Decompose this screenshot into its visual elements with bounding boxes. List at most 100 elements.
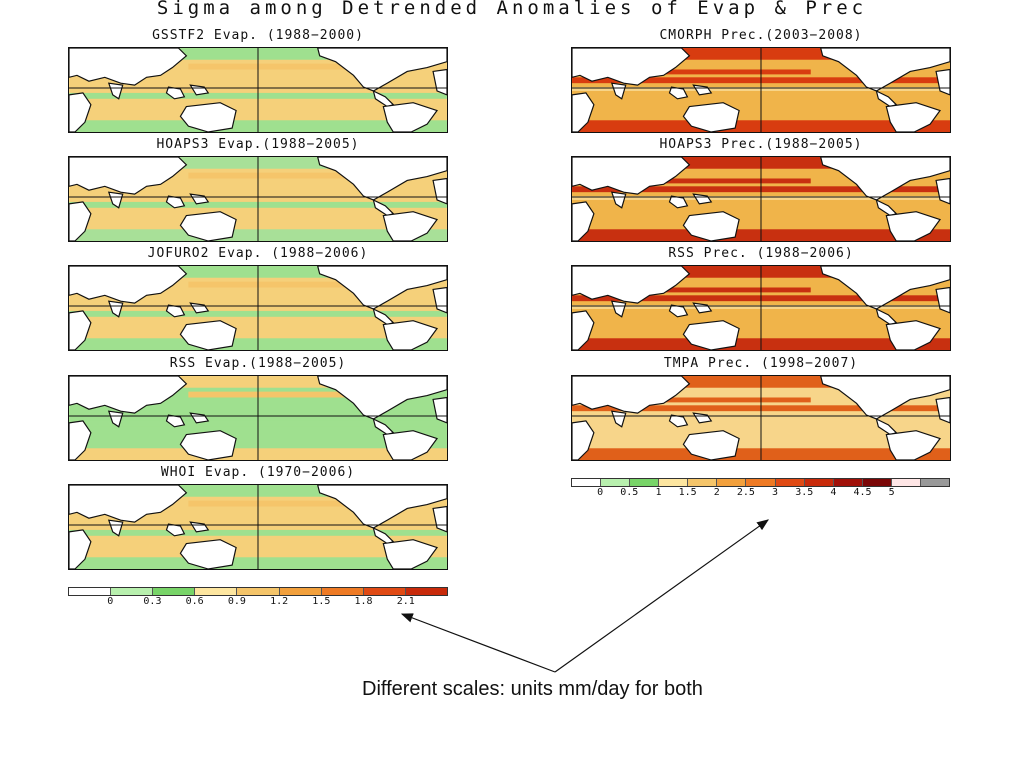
prec-panel-title: HOAPS3 Prec.(1988−2005)	[659, 137, 863, 152]
colorbar-swatch	[321, 588, 364, 595]
map-subtropical-band	[188, 391, 348, 398]
landmass	[820, 157, 950, 201]
evap-panel-map	[68, 265, 448, 351]
colorbar-swatch	[920, 479, 950, 486]
colorbar-swatch	[279, 588, 322, 595]
landmass	[610, 300, 627, 318]
colorbar-swatch	[746, 479, 776, 486]
landmass	[682, 320, 740, 350]
colorbar-swatch	[153, 588, 196, 595]
colorbar-tick-label: 1.2	[270, 596, 289, 607]
landmass	[317, 485, 447, 529]
arrow-to-evap-scale	[400, 613, 556, 673]
colorbar-swatch	[405, 588, 447, 595]
colorbar-swatch	[659, 479, 689, 486]
colorbar-swatch	[111, 588, 154, 595]
landmass	[165, 414, 186, 428]
landmass	[165, 523, 186, 537]
evap-map-canvas	[69, 376, 447, 460]
evap-panel-title: GSSTF2 Evap. (1988−2000)	[152, 28, 364, 43]
colorbar-swatch	[804, 479, 834, 486]
landmass	[179, 430, 237, 460]
landmass	[820, 376, 950, 420]
prec-panel-title: TMPA Prec. (1998−2007)	[663, 356, 859, 371]
landmass	[179, 211, 237, 241]
colorbar-swatch	[717, 479, 747, 486]
colorbar-swatch	[630, 479, 660, 486]
landmass	[885, 320, 942, 350]
landmass	[189, 193, 210, 205]
landmass	[692, 412, 713, 424]
landmass	[107, 191, 124, 209]
prec-panel-map	[571, 265, 951, 351]
landmass	[668, 414, 689, 428]
prec-panel-map	[571, 156, 951, 242]
landmass	[69, 376, 188, 414]
colorbar-swatch	[833, 479, 863, 486]
colorbar-swatch	[775, 479, 805, 486]
prec-colorbar	[571, 478, 950, 487]
prec-map-canvas	[572, 266, 950, 350]
landmass	[572, 48, 691, 86]
prec-panel-title: RSS Prec. (1988−2006)	[668, 246, 854, 261]
landmass	[69, 266, 188, 304]
landmass	[189, 84, 210, 96]
prec-map-canvas	[572, 48, 950, 132]
colorbar-swatch	[891, 479, 921, 486]
colorbar-tick-label: 5	[888, 487, 895, 498]
landmass	[189, 412, 210, 424]
map-subtropical-band	[188, 63, 348, 70]
landmass	[820, 266, 950, 310]
landmass	[692, 193, 713, 205]
landmass	[69, 48, 188, 86]
landmass	[69, 485, 188, 523]
landmass	[179, 102, 237, 132]
evap-panel-title: WHOI Evap. (1970−2006)	[160, 465, 356, 480]
landmass	[885, 430, 942, 460]
landmass	[885, 102, 942, 132]
landmass	[165, 86, 186, 100]
landmass	[682, 430, 740, 460]
landmass	[682, 211, 740, 241]
landmass	[692, 84, 713, 96]
landmass	[610, 410, 627, 428]
landmass	[189, 302, 210, 314]
landmass	[69, 529, 92, 569]
colorbar-tick-label: 2.5	[736, 487, 755, 498]
landmass	[572, 201, 595, 241]
colorbar-tick-label: 4	[830, 487, 837, 498]
map-subtropical-band	[188, 172, 348, 179]
evap-panel-map	[68, 484, 448, 570]
colorbar-tick-label: 4.5	[853, 487, 872, 498]
landmass	[610, 191, 627, 209]
colorbar-tick-label: 0.3	[143, 596, 162, 607]
landmass	[107, 410, 124, 428]
landmass	[572, 266, 691, 304]
colorbar-tick-label: 0	[107, 596, 114, 607]
evap-panel-map	[68, 375, 448, 461]
prec-map-canvas	[572, 157, 950, 241]
evap-map-canvas	[69, 485, 447, 569]
landmass	[820, 48, 950, 92]
evap-panel-title: HOAPS3 Evap.(1988−2005)	[156, 137, 360, 152]
colorbar-tick-label: 0.5	[620, 487, 639, 498]
colorbar-swatch	[862, 479, 892, 486]
colorbar-tick-label: 2	[713, 487, 720, 498]
landmass	[382, 211, 439, 241]
landmass	[885, 211, 942, 241]
colorbar-tick-label: 1.8	[354, 596, 373, 607]
prec-map-canvas	[572, 376, 950, 460]
colorbar-tick-label: 2.1	[396, 596, 415, 607]
map-pacific-band	[631, 69, 811, 75]
landmass	[382, 430, 439, 460]
landmass	[317, 376, 447, 420]
colorbar-tick-label: 1.5	[678, 487, 697, 498]
colorbar-tick-label: 0.6	[185, 596, 204, 607]
evap-map-canvas	[69, 266, 447, 350]
colorbar-swatch	[572, 479, 602, 486]
landmass	[107, 82, 124, 100]
landmass	[572, 420, 595, 460]
landmass	[69, 420, 92, 460]
map-pacific-band	[631, 397, 811, 403]
landmass	[572, 310, 595, 350]
